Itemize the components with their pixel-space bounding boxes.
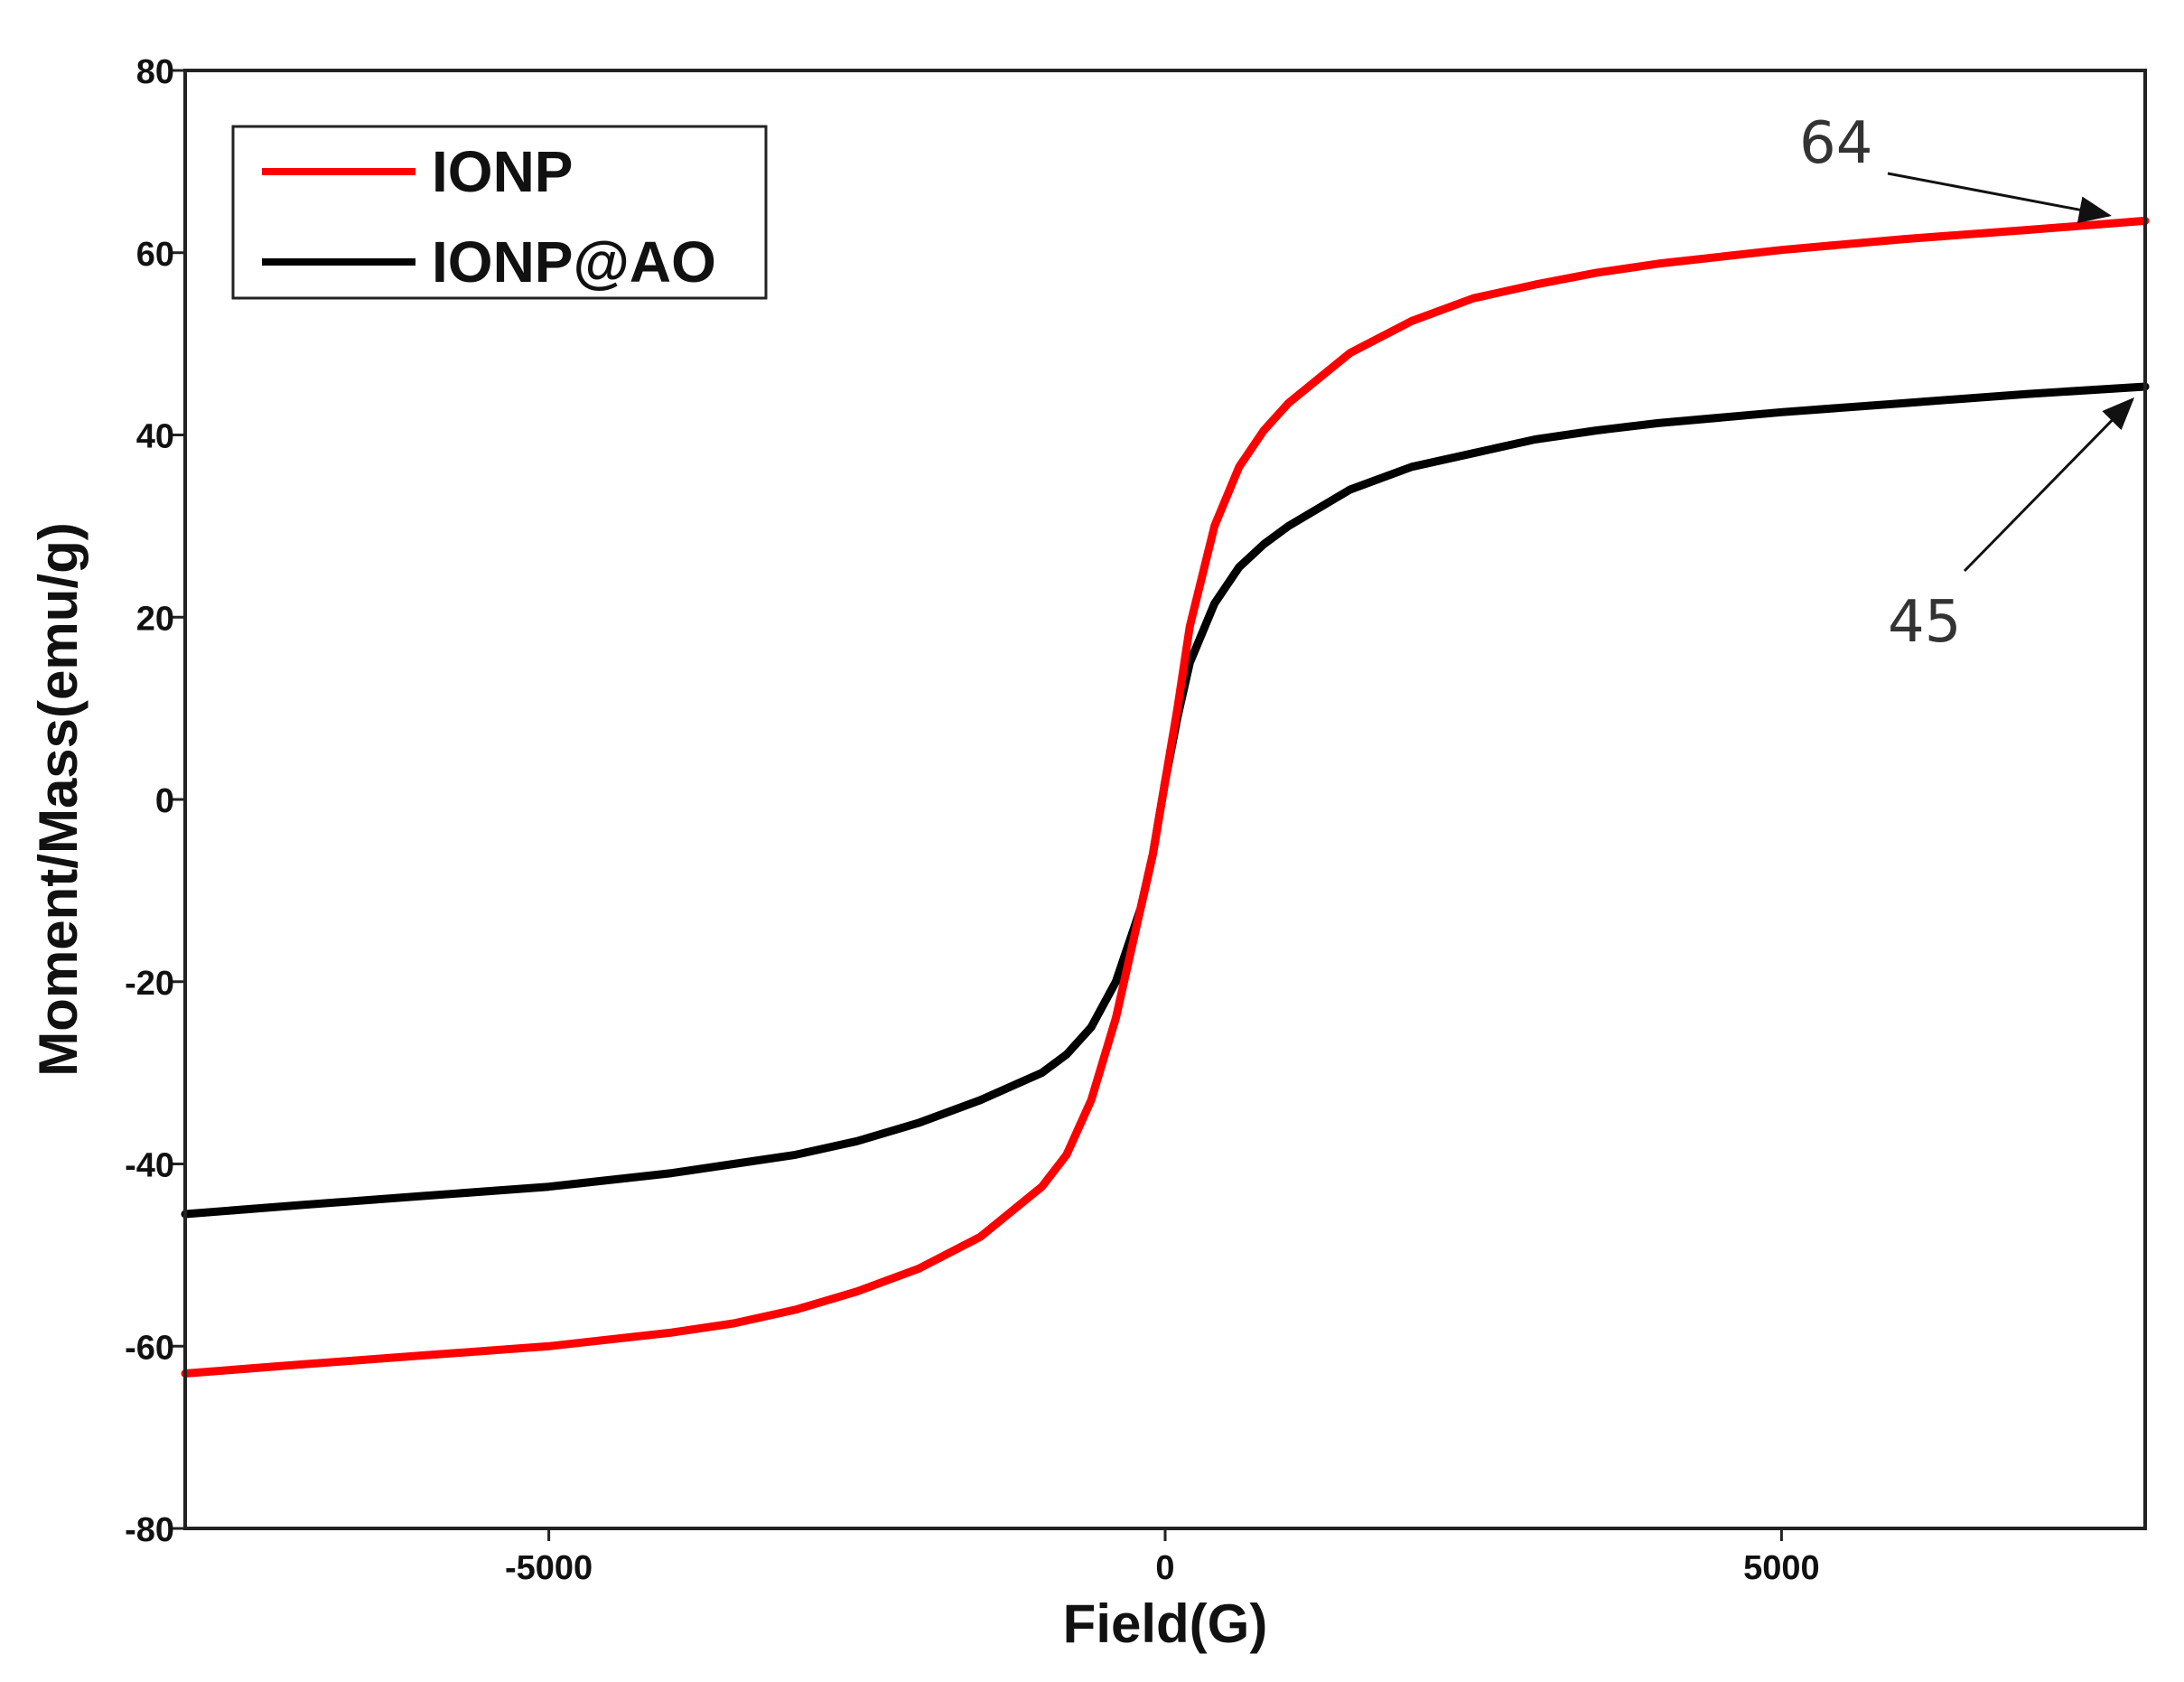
- x-tick-label: 0: [1155, 1549, 1174, 1587]
- x-axis-title: Field(G): [1063, 1593, 1268, 1654]
- annotation-arrow-ionp-ao: [1963, 397, 2135, 573]
- y-tick-label: 40: [136, 418, 174, 456]
- y-tick-label: 60: [136, 236, 174, 274]
- y-tick-label: 20: [136, 600, 174, 638]
- series-layer: [181, 216, 2150, 1378]
- x-tick-label: -5000: [505, 1549, 593, 1587]
- y-tick-label: -80: [125, 1511, 174, 1549]
- annotation-label-ionp: 64: [1799, 110, 1872, 177]
- legend: IONP IONP@AO: [231, 125, 768, 300]
- y-tick-label: -60: [125, 1329, 174, 1367]
- annotation-layer: 64 45: [1799, 110, 2135, 656]
- y-tick-label: -40: [125, 1147, 174, 1185]
- annotation-label-ionp-ao: 45: [1888, 589, 1961, 656]
- x-tick-label: 5000: [1743, 1549, 1820, 1587]
- series-line-ionp: [181, 216, 2150, 1378]
- tick-layer: -5000 0 5000 -80 -60 -40 -20 0 20 40 60 80: [125, 53, 1820, 1587]
- legend-label: IONP: [432, 139, 573, 204]
- y-tick-label: -20: [125, 965, 174, 1003]
- annotation-arrow-ionp: [1887, 172, 2112, 224]
- legend-box: [231, 125, 768, 300]
- y-tick-label: 0: [155, 782, 174, 820]
- y-tick-label: 80: [136, 53, 174, 91]
- legend-label: IONP@AO: [432, 229, 716, 294]
- y-axis-title: Moment/Mass(emu/g): [28, 522, 89, 1076]
